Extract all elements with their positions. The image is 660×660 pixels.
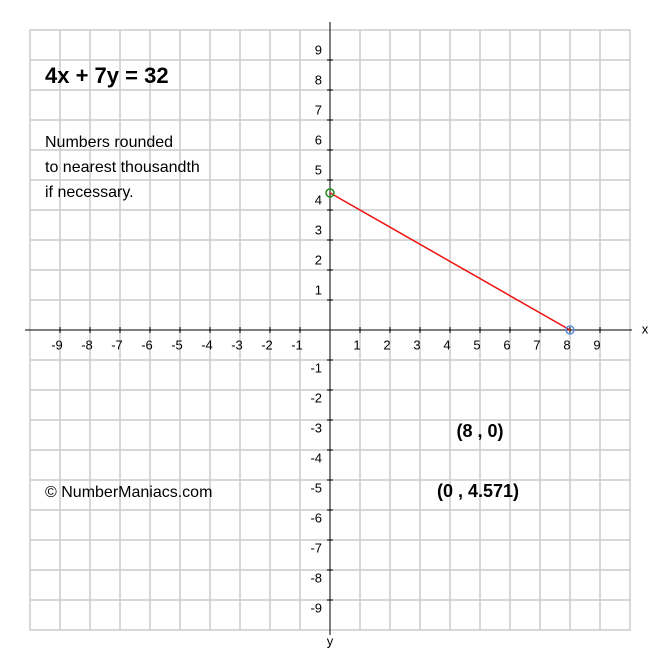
y-tick-label: 1: [315, 282, 322, 297]
point-label: (0 , 4.571): [437, 481, 519, 501]
y-tick-label: -5: [310, 480, 322, 495]
x-tick-label: 1: [353, 337, 360, 352]
x-tick-label: -4: [201, 337, 213, 352]
x-tick-label: 6: [503, 337, 510, 352]
y-tick-label: 5: [315, 162, 322, 177]
x-tick-label: -2: [261, 337, 273, 352]
x-tick-label: -3: [231, 337, 243, 352]
point-label: (8 , 0): [456, 421, 503, 441]
y-tick-label: 9: [315, 42, 322, 57]
x-tick-label: -1: [291, 337, 303, 352]
y-tick-label: -7: [310, 540, 322, 555]
y-tick-label: 2: [315, 252, 322, 267]
y-tick-label: -4: [310, 450, 322, 465]
x-tick-label: 3: [413, 337, 420, 352]
chart-title: 4x + 7y = 32: [45, 63, 169, 88]
note-line: to nearest thousandth: [45, 159, 200, 176]
y-tick-label: -2: [310, 390, 322, 405]
x-tick-label: -8: [81, 337, 93, 352]
y-tick-label: -1: [310, 360, 322, 375]
x-tick-label: 4: [443, 337, 450, 352]
x-tick-label: 9: [593, 337, 600, 352]
y-tick-label: 7: [315, 102, 322, 117]
y-tick-label: 8: [315, 72, 322, 87]
y-tick-label: -8: [310, 570, 322, 585]
y-tick-label: -3: [310, 420, 322, 435]
x-tick-label: 7: [533, 337, 540, 352]
line: [329, 192, 571, 331]
x-tick-label: 5: [473, 337, 480, 352]
x-tick-label: -6: [141, 337, 153, 352]
y-tick-label: 4: [315, 192, 322, 207]
x-tick-label: -9: [51, 337, 63, 352]
y-tick-label: -6: [310, 510, 322, 525]
note-line: if necessary.: [45, 184, 134, 201]
y-tick-label: -9: [310, 600, 322, 615]
x-tick-label: -7: [111, 337, 123, 352]
y-tick-label: 6: [315, 132, 322, 147]
point: [565, 325, 575, 335]
y-axis-label: y: [327, 633, 334, 648]
note-line: Numbers rounded: [45, 134, 173, 151]
x-axis-label: x: [642, 321, 649, 336]
y-tick-label: 3: [315, 222, 322, 237]
x-tick-label: 8: [563, 337, 570, 352]
credit: © NumberManiacs.com: [45, 484, 212, 501]
x-tick-label: 2: [383, 337, 390, 352]
point: [325, 188, 335, 198]
x-tick-label: -5: [171, 337, 183, 352]
